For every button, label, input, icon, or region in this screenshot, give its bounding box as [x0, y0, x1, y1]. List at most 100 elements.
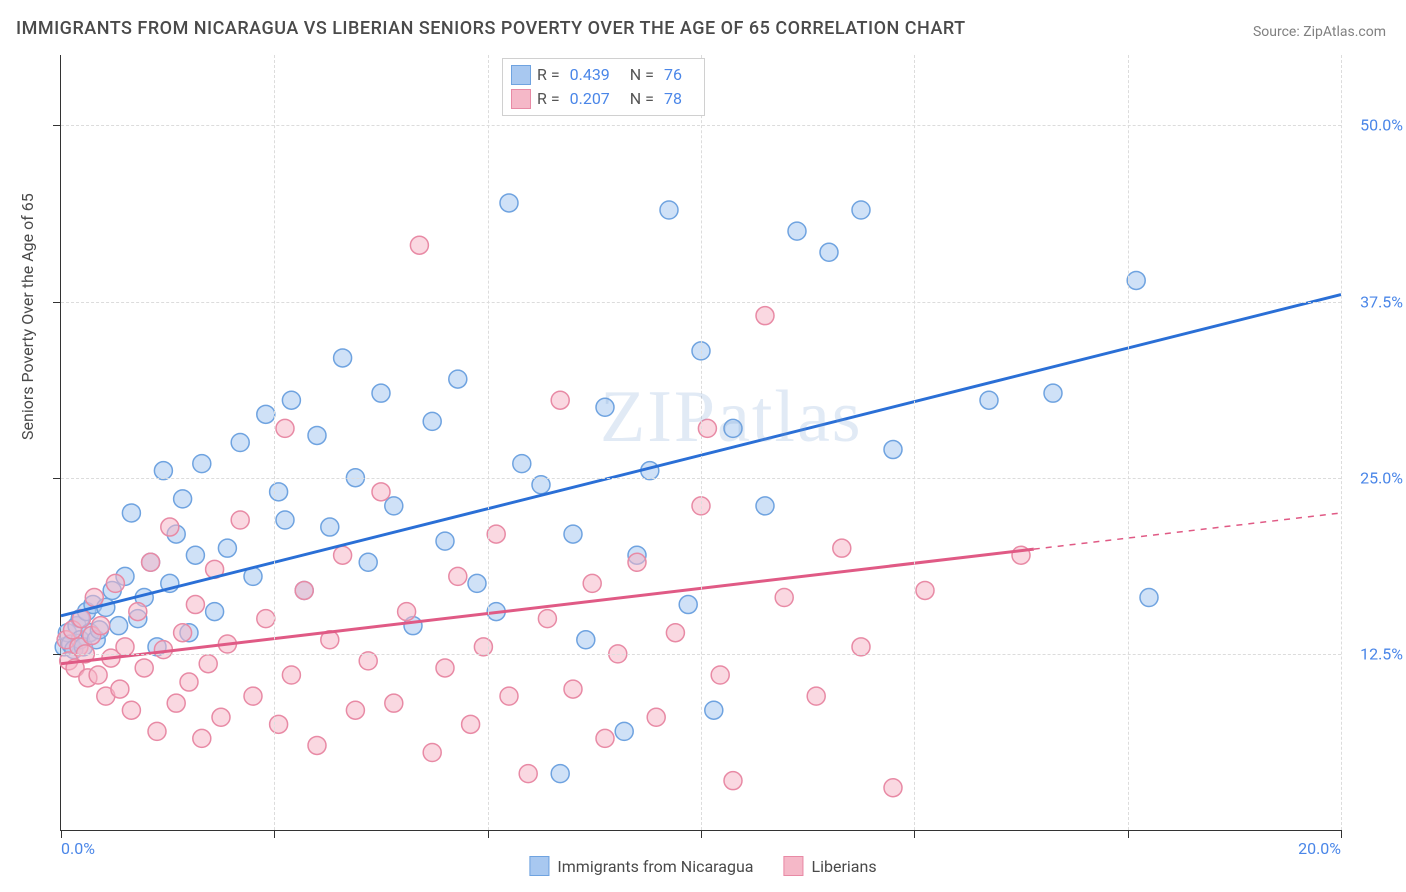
data-point	[1140, 589, 1158, 607]
data-point	[193, 455, 211, 473]
data-point	[551, 391, 569, 409]
legend-n-value-0: 76	[664, 63, 682, 87]
data-point	[596, 398, 614, 416]
legend-item-0: Immigrants from Nicaragua	[529, 856, 753, 876]
data-point	[756, 497, 774, 515]
data-point	[660, 201, 678, 219]
data-point	[295, 581, 313, 599]
y-tick-label: 37.5%	[1348, 292, 1403, 311]
data-point	[359, 553, 377, 571]
x-tick-label: 0.0%	[61, 839, 95, 858]
legend-n-label: N =	[630, 87, 654, 111]
data-point	[596, 729, 614, 747]
data-point	[142, 553, 160, 571]
data-point	[270, 715, 288, 733]
data-point	[161, 518, 179, 536]
data-point	[724, 772, 742, 790]
data-point	[244, 687, 262, 705]
data-point	[372, 384, 390, 402]
data-point	[282, 666, 300, 684]
data-point	[385, 694, 403, 712]
data-point	[231, 511, 249, 529]
legend-stats-row-1: R = 0.207 N = 78	[511, 87, 696, 111]
data-point	[174, 490, 192, 508]
data-point	[666, 624, 684, 642]
data-point	[167, 694, 185, 712]
data-point	[257, 610, 275, 628]
data-point	[106, 574, 124, 592]
data-point	[436, 532, 454, 550]
y-tick-label: 50.0%	[1348, 116, 1403, 135]
data-point	[449, 370, 467, 388]
y-axis-title: Seniors Poverty Over the Age of 65	[18, 193, 37, 440]
data-point	[423, 412, 441, 430]
data-point	[180, 673, 198, 691]
chart-source: Source: ZipAtlas.com	[1253, 24, 1386, 40]
data-point	[1127, 271, 1145, 289]
legend-bottom-swatch-0	[529, 856, 549, 876]
data-point	[282, 391, 300, 409]
legend-stats-row-0: R = 0.439 N = 76	[511, 63, 696, 87]
data-point	[711, 666, 729, 684]
data-point	[462, 715, 480, 733]
legend-r-value-0: 0.439	[570, 63, 610, 87]
data-point	[487, 525, 505, 543]
data-point	[615, 722, 633, 740]
legend-n-value-1: 78	[664, 87, 682, 111]
data-point	[85, 589, 103, 607]
y-tick-label: 25.0%	[1348, 468, 1403, 487]
data-point	[135, 659, 153, 677]
data-point	[321, 518, 339, 536]
data-point	[231, 434, 249, 452]
data-point	[519, 765, 537, 783]
data-point	[199, 655, 217, 673]
legend-r-value-1: 0.207	[570, 87, 610, 111]
data-point	[122, 701, 140, 719]
data-point	[852, 201, 870, 219]
chart-title: IMMIGRANTS FROM NICARAGUA VS LIBERIAN SE…	[16, 18, 966, 39]
trend-line-extrapolated	[1034, 513, 1341, 549]
data-point	[884, 779, 902, 797]
data-point	[788, 222, 806, 240]
data-point	[679, 596, 697, 614]
data-point	[206, 603, 224, 621]
data-point	[577, 631, 595, 649]
legend-label-1: Liberians	[811, 857, 876, 876]
data-point	[276, 419, 294, 437]
data-point	[916, 581, 934, 599]
data-point	[174, 624, 192, 642]
data-point	[148, 722, 166, 740]
legend-label-0: Immigrants from Nicaragua	[557, 857, 753, 876]
data-point	[449, 567, 467, 585]
data-point	[980, 391, 998, 409]
data-point	[385, 497, 403, 515]
data-point	[705, 701, 723, 719]
data-point	[628, 553, 646, 571]
legend-swatch-0	[511, 65, 531, 85]
data-point	[423, 744, 441, 762]
data-point	[820, 243, 838, 261]
data-point	[775, 589, 793, 607]
data-point	[193, 729, 211, 747]
data-point	[500, 194, 518, 212]
chart-stats-legend: R = 0.439 N = 76 R = 0.207 N = 78	[502, 58, 705, 116]
data-point	[756, 307, 774, 325]
data-point	[410, 236, 428, 254]
data-point	[551, 765, 569, 783]
legend-bottom-swatch-1	[783, 856, 803, 876]
data-point	[257, 405, 275, 423]
data-point	[468, 574, 486, 592]
data-point	[334, 349, 352, 367]
data-point	[833, 539, 851, 557]
y-tick-label: 12.5%	[1348, 644, 1403, 663]
data-point	[270, 483, 288, 501]
legend-n-label: N =	[630, 63, 654, 87]
data-point	[372, 483, 390, 501]
data-point	[1044, 384, 1062, 402]
chart-series-legend: Immigrants from Nicaragua Liberians	[529, 856, 876, 876]
chart-plot-area: 12.5%25.0%37.5%50.0%0.0%20.0%	[60, 55, 1341, 831]
data-point	[724, 419, 742, 437]
data-point	[308, 426, 326, 444]
data-point	[807, 687, 825, 705]
data-point	[538, 610, 556, 628]
